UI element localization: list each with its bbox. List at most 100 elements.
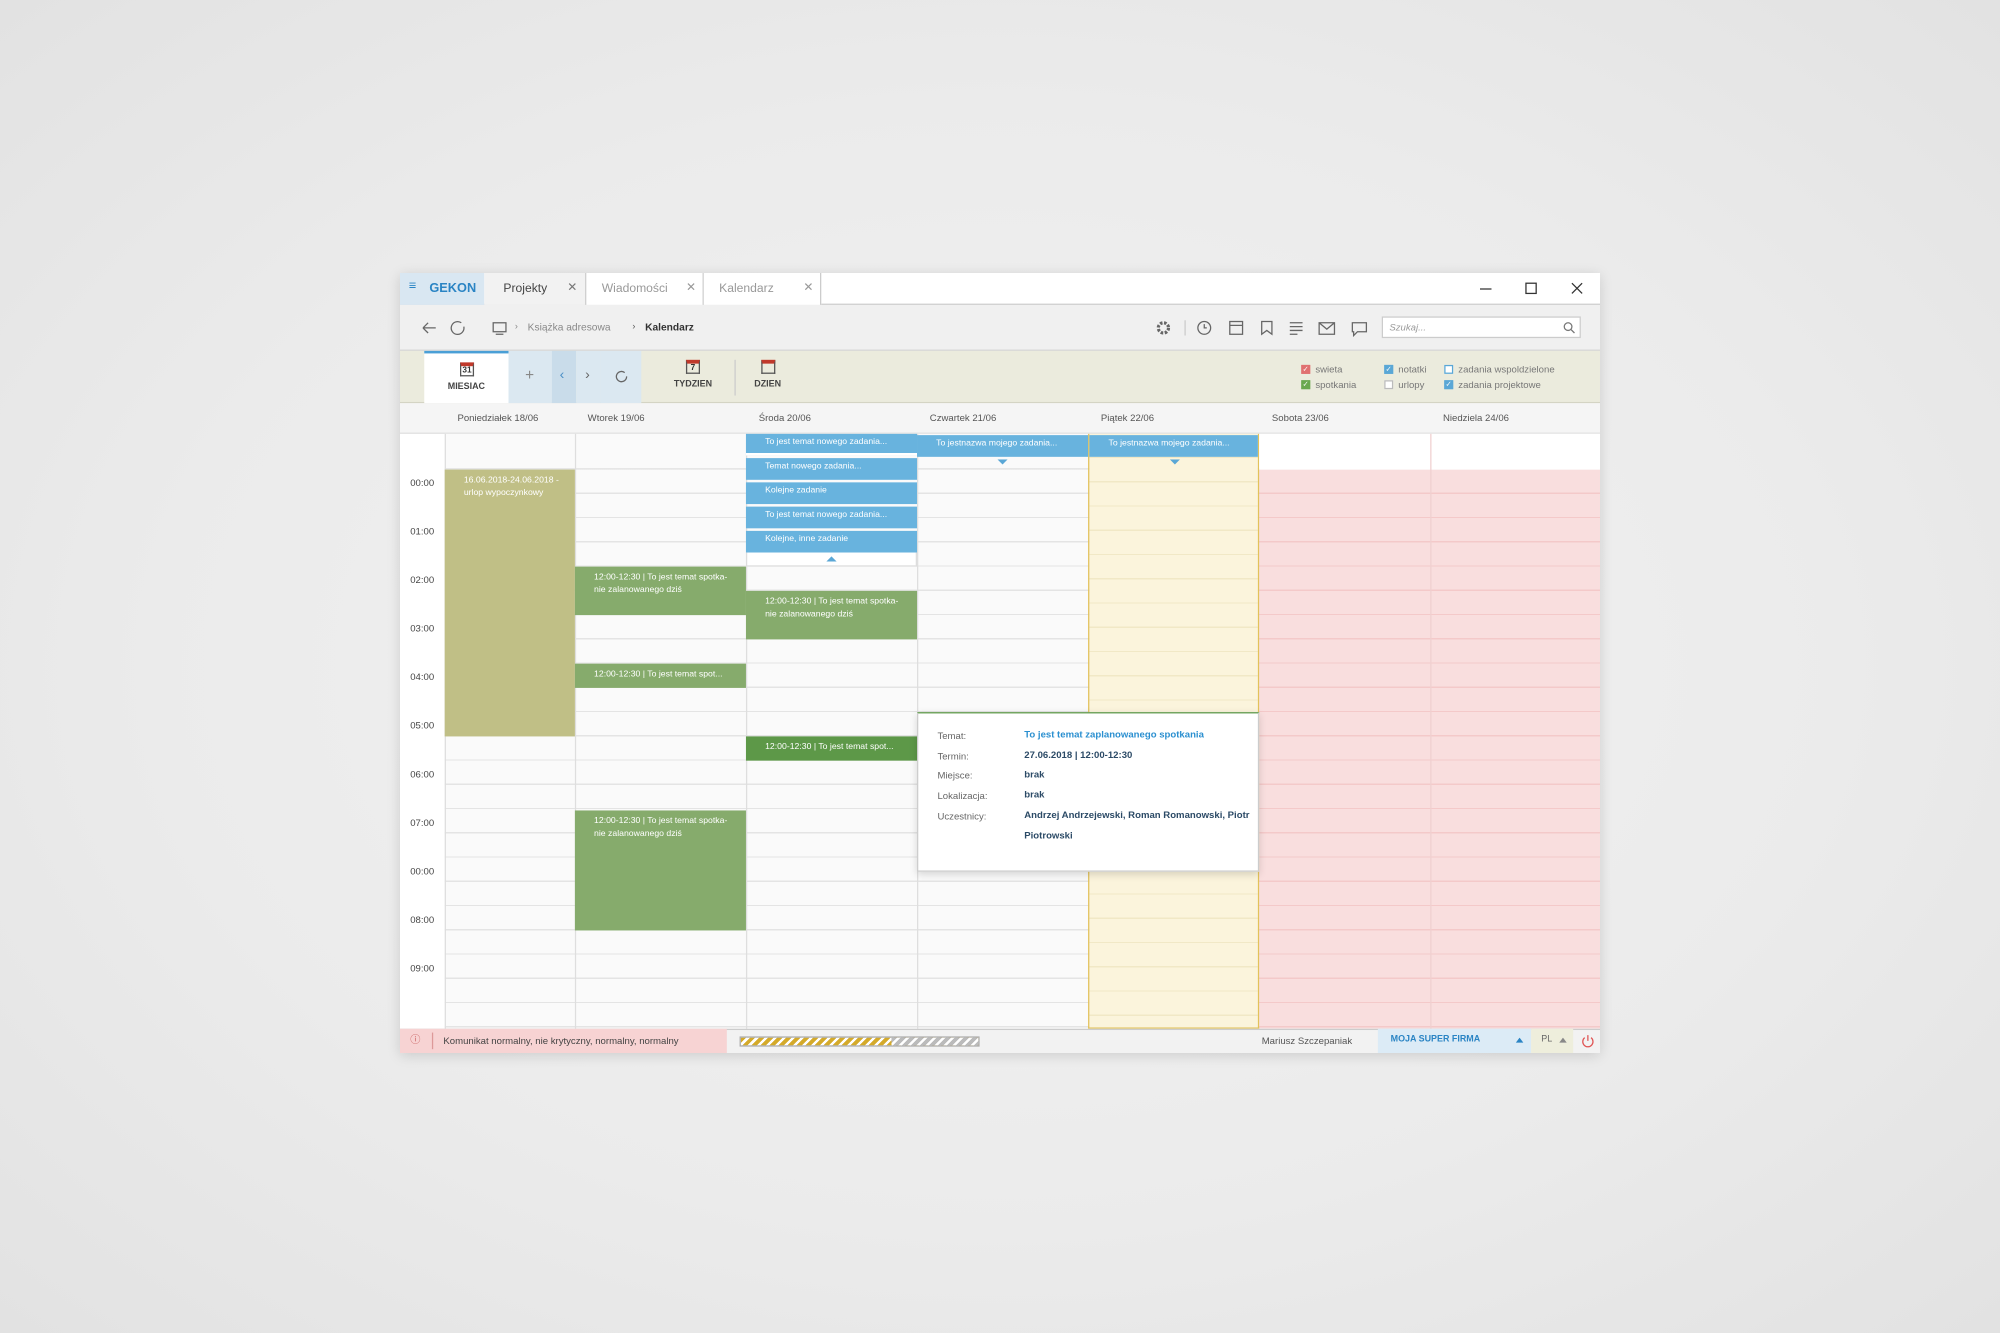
weekend-all-day	[1259, 433, 1601, 470]
chat[interactable]	[1351, 322, 1368, 338]
tooltip-value: brak	[1024, 768, 1045, 781]
refresh-button[interactable]	[600, 350, 642, 404]
search-icon	[1563, 322, 1575, 334]
decoration	[1169, 459, 1181, 465]
day-header-row	[400, 403, 1601, 434]
time-label: 04:00	[410, 671, 435, 683]
prev-button[interactable]: ‹	[551, 350, 577, 404]
back[interactable]	[422, 322, 436, 334]
task[interactable]: Temat nowego zadania...	[745, 458, 918, 480]
legend-checkbox[interactable]: ✓	[1444, 380, 1454, 390]
settings[interactable]	[1156, 321, 1171, 335]
brand-tab[interactable]: ≡ GEKON	[400, 273, 485, 305]
toolbar-icons	[1156, 320, 1368, 338]
list[interactable]	[1289, 322, 1303, 335]
tooltip-value: 27.06.2018 | 12:00-12:30	[1024, 748, 1133, 761]
weekend-area	[1259, 469, 1601, 1029]
company: MOJA SUPER FIRMA	[1390, 1035, 1481, 1045]
tooltip-label: Termin:	[937, 750, 969, 762]
tooltip-value: brak	[1024, 788, 1045, 801]
close[interactable]	[1571, 282, 1583, 294]
decoration	[1582, 1037, 1594, 1048]
task[interactable]: To jestnazwa mojego zadania...	[917, 435, 1089, 457]
info-icon: ⓘ	[410, 1033, 421, 1046]
legend-checkbox[interactable]	[1444, 364, 1454, 374]
maximize[interactable]	[1525, 282, 1537, 295]
chevron: ›	[585, 367, 590, 383]
decoration	[1515, 1037, 1524, 1043]
calendar[interactable]	[1229, 320, 1244, 335]
expand[interactable]	[997, 459, 1008, 465]
tab-close[interactable]: ✕	[803, 280, 814, 295]
bookmark[interactable]	[1261, 320, 1273, 336]
tab[interactable]: Kalendarz ✕	[703, 273, 822, 305]
legend-checkbox[interactable]: ✓	[1384, 364, 1394, 374]
time-label: 01:00	[410, 525, 435, 538]
tooltip-label: Lokalizacja:	[937, 790, 988, 802]
meeting-event-selected[interactable]: 12:00-12:30 | To jest temat spot...	[745, 736, 918, 761]
tab-label: Wiadomości	[601, 281, 668, 296]
view-icon	[761, 359, 776, 374]
next-button[interactable]: ›	[576, 350, 601, 404]
expand[interactable]	[1169, 459, 1181, 465]
language-select[interactable]: PL	[1531, 1028, 1574, 1054]
brand: GEKON	[429, 281, 477, 296]
view-icon: 31	[460, 362, 475, 377]
legend-checkbox[interactable]: ✓	[1301, 380, 1311, 390]
view-button[interactable]: 31 MIESIAC	[424, 350, 509, 404]
caret	[1559, 1037, 1567, 1043]
decoration	[1563, 322, 1573, 332]
sep: ›	[514, 322, 518, 332]
tab-close[interactable]: ✕	[567, 280, 578, 295]
task[interactable]: Kolejne zadanie	[745, 482, 918, 505]
legend-label: spotkania	[1315, 378, 1357, 391]
caret	[1515, 1037, 1524, 1043]
tab[interactable]: Projekty ✕	[484, 273, 587, 305]
task[interactable]: To jestnazwa mojego zadania...	[1089, 435, 1258, 457]
view-label: DZIEN	[754, 380, 782, 390]
decoration	[826, 556, 837, 562]
time-label: 07:00	[410, 816, 435, 829]
time-label: 09:00	[410, 962, 435, 974]
refresh-icon	[615, 370, 628, 383]
tooltip-label: Uczestnicy:	[937, 810, 987, 822]
status-message-box: ⓘ Komunikat normalny, nie krytyczny, nor…	[400, 1028, 727, 1054]
collapse[interactable]	[745, 552, 918, 567]
tab[interactable]: Wiadomości ✕	[586, 273, 704, 305]
add-button[interactable]: +	[508, 350, 552, 404]
view-label: TYDZIEN	[673, 380, 713, 390]
task[interactable]: To jest temat nowego zadania...	[745, 506, 918, 529]
legend-label: urlopy	[1398, 378, 1425, 391]
meeting-event[interactable]: 12:00-12:30 | To jest temat spotka-nie z…	[574, 810, 746, 931]
task[interactable]: Kolejne, inne zadanie	[745, 530, 918, 553]
legend-checkbox[interactable]	[1384, 380, 1394, 390]
meeting-event[interactable]: 12:00-12:30 | To jest temat spot...	[574, 663, 746, 688]
legend-checkbox[interactable]: ✓	[1301, 364, 1311, 374]
tab-close[interactable]: ✕	[685, 280, 697, 295]
day-header: Wtorek 19/06	[587, 412, 645, 424]
meeting-event[interactable]: 12:00-12:30 | To jest temat spotka-nie z…	[745, 590, 918, 640]
company-select[interactable]: MOJA SUPER FIRMA	[1377, 1028, 1532, 1054]
user-name: Mariusz Szczepaniak	[1261, 1035, 1353, 1047]
decoration	[997, 459, 1008, 465]
plus: +	[525, 366, 535, 385]
search-box[interactable]: Szukaj...	[1381, 316, 1581, 339]
task[interactable]: To jest temat nowego zadania...	[745, 433, 918, 456]
tooltip-value: Andrzej Andrzejewski, Roman Romanowski, …	[1024, 808, 1250, 841]
vacation-event[interactable]: 16.06.2018-24.06.2018 - urlop wypoczynko…	[444, 469, 575, 737]
meeting-event[interactable]: 12:00-12:30 | To jest temat spotka-nie z…	[574, 566, 746, 616]
history[interactable]	[1197, 320, 1212, 335]
legend-label: zadania wspoldzielone	[1458, 363, 1555, 376]
tooltip-label: Temat:	[937, 730, 967, 742]
language: PL	[1541, 1035, 1553, 1045]
reload[interactable]	[450, 320, 465, 335]
decoration	[891, 1037, 979, 1046]
decoration	[615, 370, 628, 383]
view-button[interactable]: DZIEN	[736, 351, 800, 403]
breadcrumb[interactable]: Książka adresowa	[527, 321, 611, 334]
mail[interactable]	[1318, 322, 1336, 335]
power-button[interactable]	[1581, 1034, 1595, 1048]
legend-label: zadania projektowe	[1458, 378, 1541, 391]
view-button[interactable]: 7 TYDZIEN	[651, 351, 734, 403]
